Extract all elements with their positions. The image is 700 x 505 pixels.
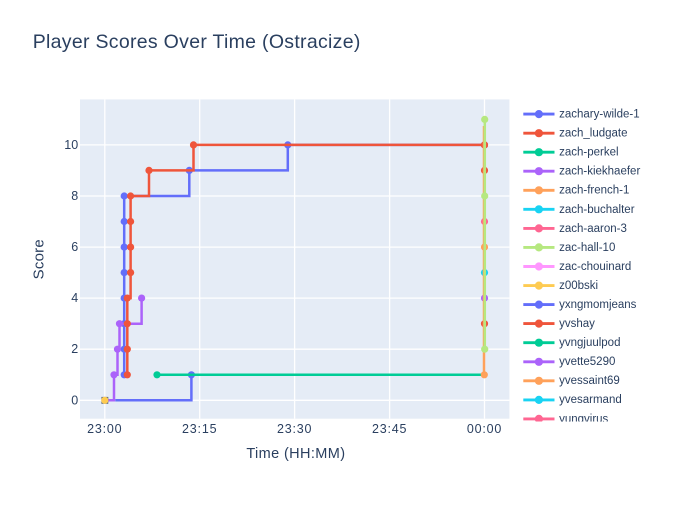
svg-text:Player Scores Over Time (Ostra: Player Scores Over Time (Ostracize)	[33, 31, 361, 53]
svg-text:zach-perkel: zach-perkel	[559, 147, 618, 159]
svg-text:23:45: 23:45	[372, 422, 407, 436]
svg-text:yungvirus: yungvirus	[559, 413, 608, 425]
svg-text:zach-aaron-3: zach-aaron-3	[559, 223, 627, 235]
svg-text:yxngmomjeans: yxngmomjeans	[559, 299, 637, 311]
svg-text:4: 4	[71, 291, 78, 305]
svg-text:23:00: 23:00	[87, 422, 122, 436]
svg-text:23:15: 23:15	[182, 422, 217, 436]
svg-text:yvesarmand: yvesarmand	[559, 394, 622, 406]
svg-text:6: 6	[71, 240, 78, 254]
svg-text:10: 10	[64, 138, 78, 152]
svg-text:zach_ludgate: zach_ludgate	[559, 128, 627, 140]
svg-text:zac-hall-10: zac-hall-10	[559, 242, 615, 254]
svg-text:yvessaint69: yvessaint69	[559, 375, 620, 387]
svg-text:23:30: 23:30	[277, 422, 312, 436]
svg-text:zach-buchalter: zach-buchalter	[559, 204, 635, 216]
svg-text:yvshay: yvshay	[559, 318, 595, 330]
svg-text:zachary-wilde-1: zachary-wilde-1	[559, 109, 640, 121]
svg-text:zach-kiekhaefer: zach-kiekhaefer	[559, 166, 640, 178]
svg-text:yvngjuulpod: yvngjuulpod	[559, 337, 620, 349]
svg-text:z00bski: z00bski	[559, 280, 598, 292]
svg-text:8: 8	[71, 189, 78, 203]
svg-text:0: 0	[71, 393, 78, 407]
svg-text:00:00: 00:00	[467, 422, 502, 436]
svg-text:yvette5290: yvette5290	[559, 356, 615, 368]
svg-text:Time (HH:MM): Time (HH:MM)	[246, 446, 345, 462]
svg-text:2: 2	[71, 342, 78, 356]
svg-text:Score: Score	[30, 239, 47, 279]
svg-text:zach-french-1: zach-french-1	[559, 185, 629, 197]
svg-text:zac-chouinard: zac-chouinard	[559, 261, 631, 273]
